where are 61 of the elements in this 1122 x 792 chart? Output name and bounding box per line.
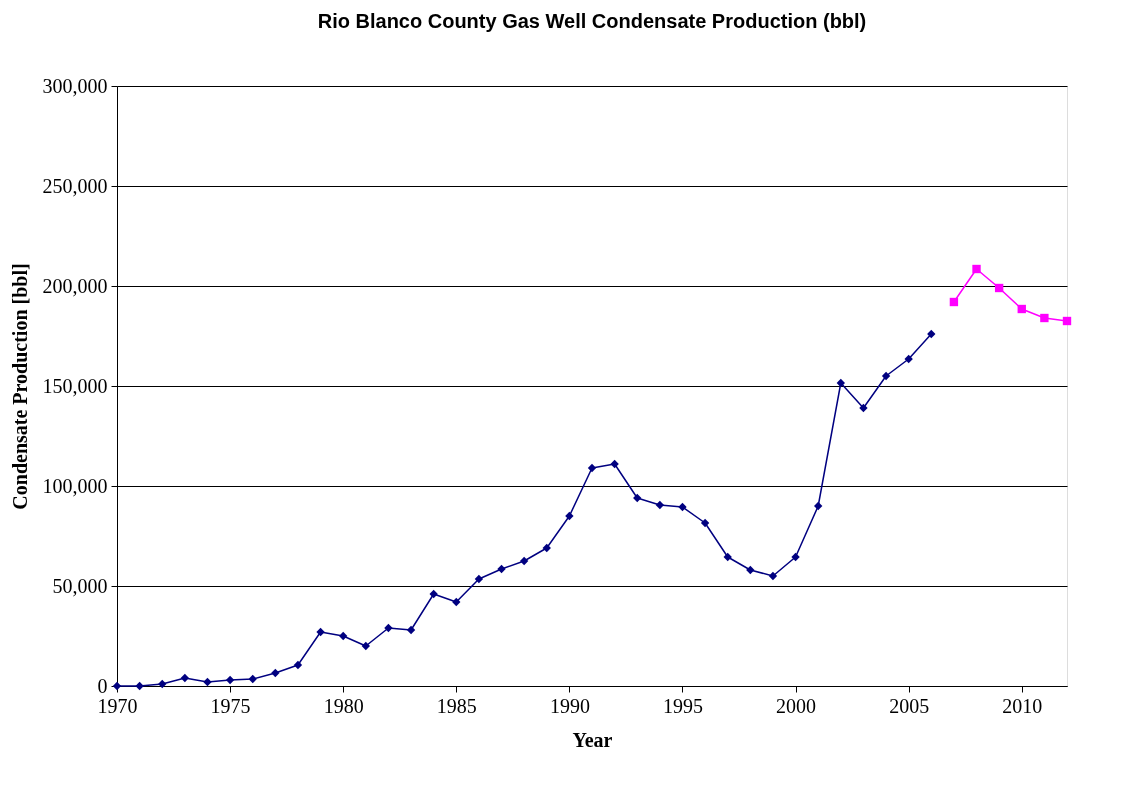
point [814,501,823,511]
y-axis-title: Condensate Production [bbl] [8,263,31,510]
x-tick-label: 1970 [97,694,138,717]
point [927,329,936,339]
point [859,403,868,413]
point [406,625,416,635]
point [361,641,370,651]
y-tick-label: 200,000 [42,274,108,297]
point [723,552,732,562]
point [768,571,778,581]
point [678,502,687,512]
point [429,589,438,599]
point [452,597,461,607]
point [519,556,529,566]
x-tick-label: 1975 [210,694,251,717]
y-tick-label: 100,000 [42,474,108,497]
x-tick-label: 1990 [549,694,590,717]
point [949,297,959,307]
x-tick-label: 2005 [889,694,930,717]
y-tick-label: 250,000 [42,174,108,197]
x-tick-label: 1995 [662,694,703,717]
point [180,673,190,683]
point [316,627,325,637]
y-tick-label: 300,000 [42,74,108,97]
point [791,552,800,562]
point [904,354,913,364]
y-tick-label: 50,000 [52,574,108,597]
point [474,574,484,584]
point [339,631,348,641]
point [836,378,845,388]
point [203,677,212,687]
point [655,500,665,510]
point [225,675,235,685]
point [271,668,280,678]
x-tick-label: 2010 [1002,694,1043,717]
point [293,660,303,670]
point [633,493,642,503]
point [881,371,891,381]
point [542,543,551,553]
point [384,623,393,633]
point [700,518,710,528]
point [248,674,257,684]
point [972,264,981,274]
point [565,511,574,521]
point [135,681,144,691]
y-tick-label: 150,000 [42,374,108,397]
point [746,565,755,575]
point [497,564,506,574]
chart-title: Rio Blanco County Gas Well Condensate Production (bbl) [317,10,867,32]
point [1017,304,1026,314]
x-tick-label: 2000 [776,694,817,717]
point [1040,313,1049,323]
point [587,463,597,473]
point [610,459,619,469]
point [158,679,167,689]
x-tick-label: 1985 [436,694,477,717]
y-tick-label: 0 [97,674,108,697]
x-tick-label: 1980 [323,694,364,717]
x-axis-title: Year [572,728,613,751]
point [1062,316,1072,326]
point [994,283,1004,293]
